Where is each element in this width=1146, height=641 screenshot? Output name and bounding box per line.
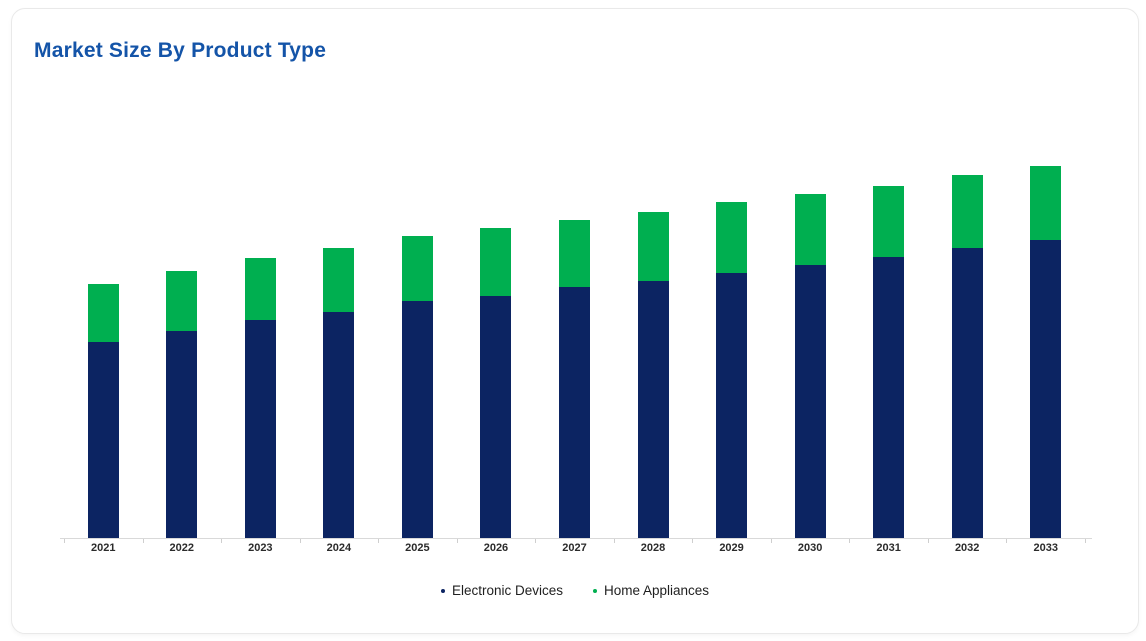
bar-segment-electronic-devices-2030 [794,265,826,538]
x-tick-label-2024: 2024 [326,542,352,554]
bar-2029 [716,202,748,538]
bar-2030 [794,194,826,538]
x-axis-labels: 2021 2022 2023 2024 2025 2026 2027 2028 2029 2030… [64,542,1085,556]
x-tick-label-2032: 2032 [954,542,980,554]
x-axis-tick [613,539,615,543]
bar-segment-home-appliances-2033 [1030,165,1062,240]
x-tick-label-2025: 2025 [405,542,430,554]
bar-segment-electronic-devices-2026 [480,295,512,538]
legend-dot-home-appliances [592,588,597,593]
x-axis-tick [849,539,851,543]
bar-segment-home-appliances-2021 [87,284,119,343]
x-tick-label-2029: 2029 [719,542,744,554]
bar-segment-electronic-devices-2021 [87,342,119,538]
chart-legend: Electronic Devices Home Appliances [12,583,1138,598]
bar-2033 [1030,165,1062,538]
bar-segment-electronic-devices-2028 [637,281,669,538]
bar-segment-electronic-devices-2027 [559,287,590,538]
x-axis-tick [1006,539,1008,543]
bar-segment-electronic-devices-2033 [1030,239,1062,538]
x-tick-label-2023: 2023 [248,542,273,554]
x-axis-tick [1085,539,1086,543]
bar-2023 [244,257,276,538]
bar-segment-electronic-devices-2024 [323,311,355,538]
x-axis-tick [142,539,144,543]
chart-title: Market Size By Product Type [34,39,327,62]
legend-item-electronic-devices[interactable]: Electronic Devices [440,583,563,598]
bar-segment-home-appliances-2029 [716,202,748,274]
chart-card: Market Size By Product Type 2021 2022 2023… [11,8,1139,634]
bar-segment-home-appliances-2025 [401,235,433,301]
bar-segment-home-appliances-2027 [559,219,590,288]
bar-segment-electronic-devices-2029 [716,273,748,538]
x-axis-tick [221,539,223,543]
bar-segment-electronic-devices-2032 [951,248,983,538]
bar-segment-electronic-devices-2025 [401,300,433,538]
legend-label: Home Appliances [603,583,710,598]
bar-2024 [323,247,355,538]
bar-2032 [951,175,983,538]
x-axis-tick [535,539,537,543]
bar-segment-electronic-devices-2022 [166,331,198,538]
x-tick-label-2027: 2027 [562,542,587,554]
x-tick-label-2028: 2028 [640,542,666,554]
x-tick-label-2021: 2021 [91,542,116,554]
x-axis-tick [692,539,694,543]
bar-segment-home-appliances-2031 [873,185,905,258]
bar-2026 [480,228,512,538]
bar-segment-electronic-devices-2023 [244,320,276,538]
x-axis-tick [299,539,301,543]
x-tick-label-2030: 2030 [797,542,823,554]
x-tick-label-2022: 2022 [169,542,195,554]
bar-2021 [87,284,119,538]
x-axis-tick [927,539,929,543]
legend-item-home-appliances[interactable]: Home Appliances [592,583,710,598]
bar-2025 [401,235,433,538]
bar-chart: 2021 2022 2023 2024 2025 2026 2027 2028 2029 2030… [60,138,1092,554]
bar-segment-home-appliances-2030 [794,194,826,266]
bar-segment-electronic-devices-2031 [873,257,905,538]
bar-2027 [559,219,590,538]
x-axis-tick [378,539,380,543]
x-tick-label-2033: 2033 [1033,542,1058,554]
x-axis-line [60,538,1092,539]
plot-area [64,138,1085,538]
bar-segment-home-appliances-2026 [480,228,512,296]
bar-segment-home-appliances-2022 [166,271,198,332]
bar-2022 [166,271,198,538]
x-axis-tick [64,539,65,543]
x-tick-label-2031: 2031 [876,542,901,554]
bar-2031 [873,185,905,538]
legend-label: Electronic Devices [451,583,563,598]
x-axis-tick [770,539,772,543]
x-axis-tick [456,539,458,543]
bar-segment-home-appliances-2032 [951,175,983,249]
legend-dot-electronic-devices [440,588,445,593]
bar-2028 [637,212,669,538]
bar-segment-home-appliances-2023 [244,257,276,321]
bar-segment-home-appliances-2028 [637,212,669,282]
x-tick-label-2026: 2026 [483,542,509,554]
bar-segment-home-appliances-2024 [323,247,355,312]
